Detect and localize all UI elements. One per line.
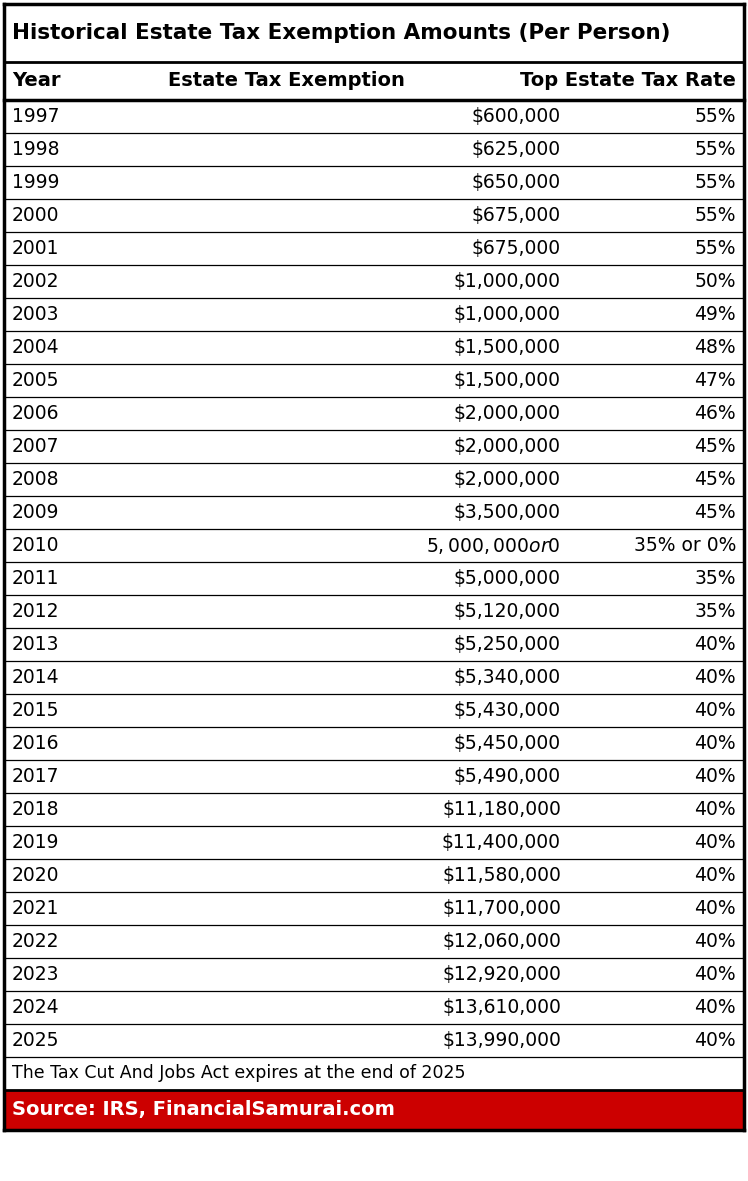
Text: 2006: 2006 [12, 404, 60, 423]
Text: 40%: 40% [694, 668, 736, 687]
Text: 1998: 1998 [12, 141, 60, 159]
Text: $5,450,000: $5,450,000 [454, 735, 561, 753]
Text: 2013: 2013 [12, 635, 60, 654]
Text: 40%: 40% [694, 866, 736, 885]
Text: $600,000: $600,000 [472, 107, 561, 126]
Text: 2009: 2009 [12, 503, 60, 522]
Text: $5,430,000: $5,430,000 [454, 702, 561, 720]
Text: 35%: 35% [694, 602, 736, 621]
Text: Estate Tax Exemption: Estate Tax Exemption [168, 72, 405, 91]
Text: 50%: 50% [694, 272, 736, 291]
Text: 40%: 40% [694, 932, 736, 951]
Text: 40%: 40% [694, 833, 736, 852]
Text: $1,500,000: $1,500,000 [454, 371, 561, 390]
Text: 2011: 2011 [12, 569, 60, 588]
Text: $5,000,000: $5,000,000 [454, 569, 561, 588]
Text: $1,000,000: $1,000,000 [454, 272, 561, 291]
Text: $13,990,000: $13,990,000 [442, 1031, 561, 1050]
Text: 2021: 2021 [12, 899, 60, 918]
Text: $5,340,000: $5,340,000 [454, 668, 561, 687]
Text: 35% or 0%: 35% or 0% [634, 536, 736, 555]
Text: 2014: 2014 [12, 668, 60, 687]
Text: $1,000,000: $1,000,000 [454, 305, 561, 324]
Text: Historical Estate Tax Exemption Amounts (Per Person): Historical Estate Tax Exemption Amounts … [12, 22, 670, 43]
Text: 40%: 40% [694, 735, 736, 753]
Text: 1999: 1999 [12, 172, 60, 193]
Text: 45%: 45% [694, 470, 736, 489]
Text: $13,610,000: $13,610,000 [442, 998, 561, 1017]
Text: $1,500,000: $1,500,000 [454, 338, 561, 357]
Text: Year: Year [12, 72, 61, 91]
Text: 40%: 40% [694, 766, 736, 787]
Text: 2019: 2019 [12, 833, 60, 852]
Text: $2,000,000: $2,000,000 [454, 437, 561, 456]
Text: 2001: 2001 [12, 239, 60, 257]
Text: $2,000,000: $2,000,000 [454, 404, 561, 423]
Text: 1997: 1997 [12, 107, 60, 126]
Text: 2012: 2012 [12, 602, 60, 621]
Text: 2016: 2016 [12, 735, 60, 753]
Text: $11,580,000: $11,580,000 [442, 866, 561, 885]
Text: $5,120,000: $5,120,000 [454, 602, 561, 621]
Text: 2003: 2003 [12, 305, 60, 324]
Text: 2008: 2008 [12, 470, 60, 489]
Text: Source: IRS, FinancialSamurai.com: Source: IRS, FinancialSamurai.com [12, 1101, 395, 1120]
Text: $11,180,000: $11,180,000 [442, 800, 561, 818]
Text: 40%: 40% [694, 800, 736, 818]
Text: $5,000,000 or $0: $5,000,000 or $0 [426, 535, 561, 555]
Bar [4, 1090, 744, 1130]
Text: $650,000: $650,000 [472, 172, 561, 193]
Text: 40%: 40% [694, 998, 736, 1017]
Text: 48%: 48% [694, 338, 736, 357]
Text: The Tax Cut And Jobs Act expires at the end of 2025: The Tax Cut And Jobs Act expires at the … [12, 1064, 465, 1083]
Text: 2023: 2023 [12, 965, 60, 984]
Text: $5,490,000: $5,490,000 [454, 766, 561, 787]
Text: 2010: 2010 [12, 536, 60, 555]
Text: 2024: 2024 [12, 998, 60, 1017]
Text: 55%: 55% [694, 172, 736, 193]
Text: 45%: 45% [694, 503, 736, 522]
Text: $12,920,000: $12,920,000 [442, 965, 561, 984]
Text: $11,400,000: $11,400,000 [442, 833, 561, 852]
Text: 55%: 55% [694, 239, 736, 257]
Text: 2005: 2005 [12, 371, 60, 390]
Text: $675,000: $675,000 [472, 205, 561, 226]
Text: 40%: 40% [694, 635, 736, 654]
Text: 2002: 2002 [12, 272, 60, 291]
Text: 55%: 55% [694, 141, 736, 159]
Text: $625,000: $625,000 [472, 141, 561, 159]
Text: $3,500,000: $3,500,000 [454, 503, 561, 522]
Text: 2025: 2025 [12, 1031, 60, 1050]
Text: 49%: 49% [694, 305, 736, 324]
Text: 2007: 2007 [12, 437, 60, 456]
Text: $12,060,000: $12,060,000 [442, 932, 561, 951]
Text: 55%: 55% [694, 107, 736, 126]
Text: $11,700,000: $11,700,000 [442, 899, 561, 918]
Text: 40%: 40% [694, 965, 736, 984]
Text: 40%: 40% [694, 899, 736, 918]
Text: 35%: 35% [694, 569, 736, 588]
Text: 2020: 2020 [12, 866, 60, 885]
Text: 40%: 40% [694, 1031, 736, 1050]
Text: 47%: 47% [694, 371, 736, 390]
Text: 40%: 40% [694, 702, 736, 720]
Text: 2000: 2000 [12, 205, 60, 226]
Text: $675,000: $675,000 [472, 239, 561, 257]
Text: $5,250,000: $5,250,000 [454, 635, 561, 654]
Text: Top Estate Tax Rate: Top Estate Tax Rate [520, 72, 736, 91]
Text: $2,000,000: $2,000,000 [454, 470, 561, 489]
Text: 55%: 55% [694, 205, 736, 226]
Text: 2018: 2018 [12, 800, 60, 818]
Text: 45%: 45% [694, 437, 736, 456]
Text: 2004: 2004 [12, 338, 60, 357]
Text: 2017: 2017 [12, 766, 60, 787]
Text: 2022: 2022 [12, 932, 60, 951]
Text: 46%: 46% [694, 404, 736, 423]
Text: 2015: 2015 [12, 702, 60, 720]
